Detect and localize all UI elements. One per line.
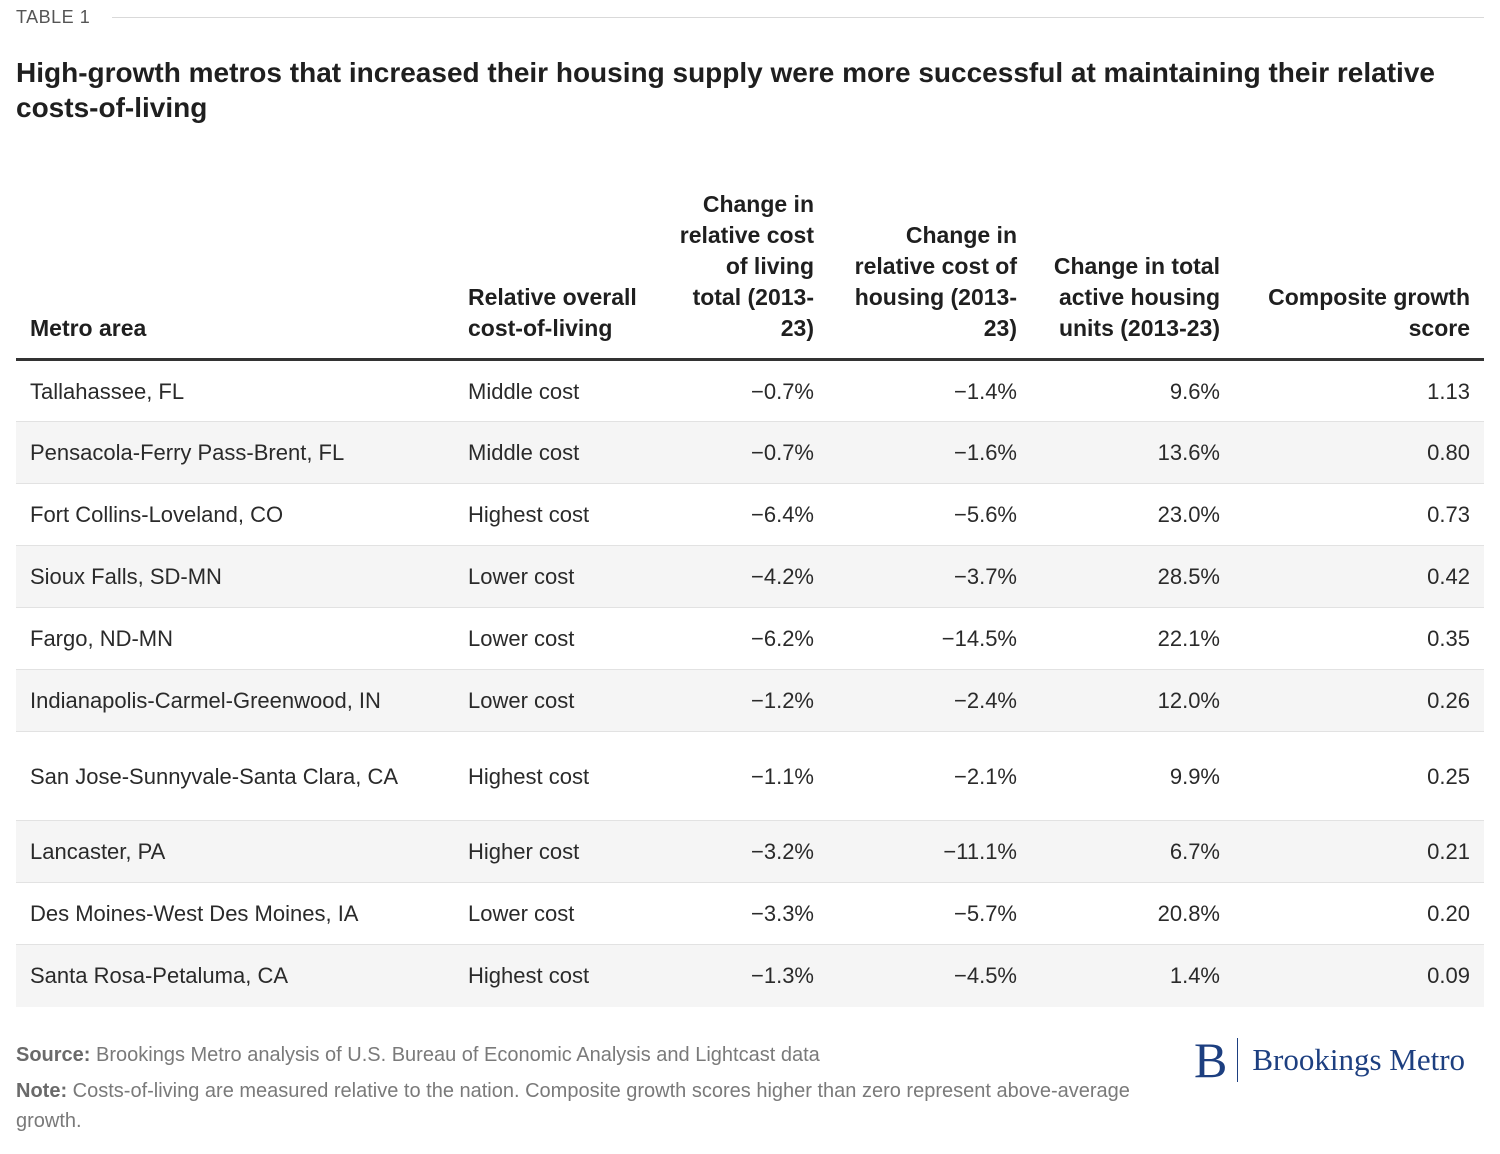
cell-metro-area: Fort Collins-Loveland, CO	[16, 483, 454, 546]
cell-change-cost-of-housing: −14.5%	[828, 607, 1031, 670]
table-row: Indianapolis-Carmel-Greenwood, IN Lower …	[16, 669, 1484, 732]
source-line: Source: Brookings Metro analysis of U.S.…	[16, 1040, 1166, 1070]
cell-relative-cost: Lower cost	[454, 669, 664, 732]
cell-change-cost-of-living: −3.2%	[664, 820, 828, 883]
cell-change-housing-units: 12.0%	[1031, 669, 1234, 732]
cell-change-housing-units: 1.4%	[1031, 944, 1234, 1007]
footer-notes: Source: Brookings Metro analysis of U.S.…	[16, 1040, 1166, 1142]
cell-change-cost-of-living: −6.2%	[664, 607, 828, 670]
table-row: San Jose-Sunnyvale-Santa Clara, CA Highe…	[16, 731, 1484, 821]
cell-metro-area: Pensacola-Ferry Pass-Brent, FL	[16, 421, 454, 484]
cell-metro-area: Lancaster, PA	[16, 820, 454, 883]
table-kicker: TABLE 1	[16, 6, 91, 27]
table-row: Des Moines-West Des Moines, IA Lower cos…	[16, 882, 1484, 945]
cell-metro-area: Tallahassee, FL	[16, 359, 454, 422]
table-row: Pensacola-Ferry Pass-Brent, FL Middle co…	[16, 421, 1484, 484]
table-title: High-growth metros that increased their …	[16, 57, 1435, 123]
note-line: Note: Costs-of-living are measured relat…	[16, 1076, 1166, 1136]
cell-change-cost-of-living: −3.3%	[664, 882, 828, 945]
cell-change-cost-of-housing: −2.1%	[828, 731, 1031, 821]
cell-metro-area: Des Moines-West Des Moines, IA	[16, 882, 454, 945]
cell-relative-cost: Highest cost	[454, 483, 664, 546]
cell-relative-cost: Lower cost	[454, 882, 664, 945]
cell-change-cost-of-housing: −5.7%	[828, 882, 1031, 945]
cell-relative-cost: Middle cost	[454, 359, 664, 422]
header-metro-area: Metro area	[16, 188, 454, 361]
cell-composite-score: 1.13	[1234, 359, 1484, 422]
cell-composite-score: 0.42	[1234, 545, 1484, 608]
data-table: Metro area Relative overall cost-of-livi…	[16, 188, 1484, 1007]
kicker-rule	[112, 16, 1484, 18]
cell-metro-area: Indianapolis-Carmel-Greenwood, IN	[16, 669, 454, 732]
cell-change-housing-units: 23.0%	[1031, 483, 1234, 546]
cell-metro-area: Santa Rosa-Petaluma, CA	[16, 944, 454, 1007]
cell-composite-score: 0.35	[1234, 607, 1484, 670]
cell-change-housing-units: 6.7%	[1031, 820, 1234, 883]
logo-wordmark: Brookings Metro	[1252, 1042, 1466, 1077]
cell-change-cost-of-living: −1.3%	[664, 944, 828, 1007]
cell-change-cost-of-housing: −1.6%	[828, 421, 1031, 484]
table-header-row: Metro area Relative overall cost-of-livi…	[16, 188, 1484, 361]
cell-change-cost-of-living: −0.7%	[664, 421, 828, 484]
cell-composite-score: 0.26	[1234, 669, 1484, 732]
logo-divider	[1237, 1038, 1239, 1082]
cell-metro-area: Sioux Falls, SD-MN	[16, 545, 454, 608]
cell-change-cost-of-living: −6.4%	[664, 483, 828, 546]
cell-change-cost-of-housing: −2.4%	[828, 669, 1031, 732]
note-label: Note:	[16, 1080, 68, 1102]
source-label: Source:	[16, 1044, 91, 1066]
cell-change-cost-of-living: −1.2%	[664, 669, 828, 732]
table-row: Santa Rosa-Petaluma, CA Highest cost −1.…	[16, 944, 1484, 1007]
header-composite-score: Composite growth score	[1234, 188, 1484, 361]
table-row: Lancaster, PA Higher cost −3.2% −11.1% 6…	[16, 820, 1484, 883]
cell-metro-area: Fargo, ND-MN	[16, 607, 454, 670]
cell-change-cost-of-living: −4.2%	[664, 545, 828, 608]
cell-change-cost-of-housing: −3.7%	[828, 545, 1031, 608]
kicker-row: TABLE 1	[16, 6, 1484, 28]
cell-change-housing-units: 28.5%	[1031, 545, 1234, 608]
cell-change-cost-of-housing: −11.1%	[828, 820, 1031, 883]
source-text: Brookings Metro analysis of U.S. Bureau …	[96, 1044, 820, 1066]
cell-composite-score: 0.20	[1234, 882, 1484, 945]
header-change-housing-units: Change in total active housing units (20…	[1031, 188, 1234, 361]
header-relative-cost: Relative overall cost-of-living	[454, 188, 664, 361]
cell-metro-area: San Jose-Sunnyvale-Santa Clara, CA	[16, 731, 454, 821]
header-change-cost-of-housing: Change in relative cost of housing (2013…	[828, 188, 1031, 361]
table-row: Fargo, ND-MN Lower cost −6.2% −14.5% 22.…	[16, 607, 1484, 670]
cell-change-cost-of-housing: −1.4%	[828, 359, 1031, 422]
cell-composite-score: 0.09	[1234, 944, 1484, 1007]
table-row: Fort Collins-Loveland, CO Highest cost −…	[16, 483, 1484, 546]
header-change-cost-of-living: Change in relative cost of living total …	[664, 188, 828, 361]
cell-relative-cost: Lower cost	[454, 545, 664, 608]
cell-change-housing-units: 9.6%	[1031, 359, 1234, 422]
table-row: Tallahassee, FL Middle cost −0.7% −1.4% …	[16, 359, 1484, 422]
cell-composite-score: 0.25	[1234, 731, 1484, 821]
cell-change-cost-of-housing: −5.6%	[828, 483, 1031, 546]
cell-composite-score: 0.73	[1234, 483, 1484, 546]
cell-composite-score: 0.21	[1234, 820, 1484, 883]
cell-change-housing-units: 13.6%	[1031, 421, 1234, 484]
brookings-b-logo-icon: B	[1194, 1032, 1228, 1088]
cell-change-housing-units: 22.1%	[1031, 607, 1234, 670]
cell-relative-cost: Higher cost	[454, 820, 664, 883]
cell-composite-score: 0.80	[1234, 421, 1484, 484]
cell-relative-cost: Lower cost	[454, 607, 664, 670]
cell-relative-cost: Highest cost	[454, 731, 664, 821]
cell-change-housing-units: 20.8%	[1031, 882, 1234, 945]
cell-change-cost-of-living: −1.1%	[664, 731, 828, 821]
note-text: Costs-of-living are measured relative to…	[16, 1080, 1130, 1132]
cell-change-cost-of-housing: −4.5%	[828, 944, 1031, 1007]
cell-change-housing-units: 9.9%	[1031, 731, 1234, 821]
brookings-metro-logo: B Brookings Metro	[1194, 1034, 1465, 1086]
table-row: Sioux Falls, SD-MN Lower cost −4.2% −3.7…	[16, 545, 1484, 608]
cell-relative-cost: Middle cost	[454, 421, 664, 484]
cell-relative-cost: Highest cost	[454, 944, 664, 1007]
cell-change-cost-of-living: −0.7%	[664, 359, 828, 422]
